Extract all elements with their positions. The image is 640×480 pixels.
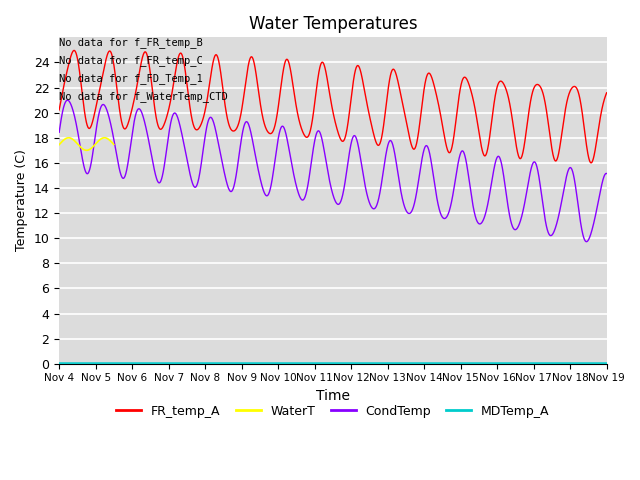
CondTemp [266,190,273,195]
CondTemp [289,168,297,174]
MDTemp_A [265,360,273,366]
Line: FR_temp_A: FR_temp_A [59,50,607,163]
Legend: FR_temp_A, WaterT, CondTemp, MDTemp_A: FR_temp_A, WaterT, CondTemp, MDTemp_A [111,400,555,423]
CondTemp [150,167,158,172]
FR_temp_A [289,83,297,88]
MDTemp_A [289,360,297,366]
MDTemp_A [592,360,600,366]
Text: No data for f_WaterTemp_CTD: No data for f_WaterTemp_CTD [59,91,228,102]
FR_temp_A [55,107,63,113]
X-axis label: Time: Time [316,389,350,403]
MDTemp_A [150,360,158,366]
WaterT [55,142,63,147]
Text: No data for f_FD_Temp_1: No data for f_FD_Temp_1 [59,73,203,84]
MDTemp_A [55,360,63,366]
CondTemp [582,239,590,245]
Line: CondTemp: CondTemp [59,100,607,242]
MDTemp_A [603,360,611,366]
CondTemp [533,165,541,170]
Text: No data for f_FR_temp_C: No data for f_FR_temp_C [59,55,203,66]
CondTemp [603,171,611,177]
FR_temp_A [118,120,125,125]
FR_temp_A [588,160,595,166]
MDTemp_A [118,360,125,366]
CondTemp [118,174,125,180]
FR_temp_A [593,141,600,146]
FR_temp_A [603,90,611,96]
Title: Water Temperatures: Water Temperatures [248,15,417,33]
CondTemp [64,97,72,103]
MDTemp_A [533,360,541,366]
FR_temp_A [533,82,541,87]
CondTemp [593,209,600,215]
CondTemp [55,130,63,135]
FR_temp_A [150,102,158,108]
FR_temp_A [266,131,273,136]
FR_temp_A [70,48,78,53]
Line: WaterT: WaterT [59,138,114,150]
Y-axis label: Temperature (C): Temperature (C) [15,150,28,252]
Text: No data for f_FR_temp_B: No data for f_FR_temp_B [59,37,203,48]
